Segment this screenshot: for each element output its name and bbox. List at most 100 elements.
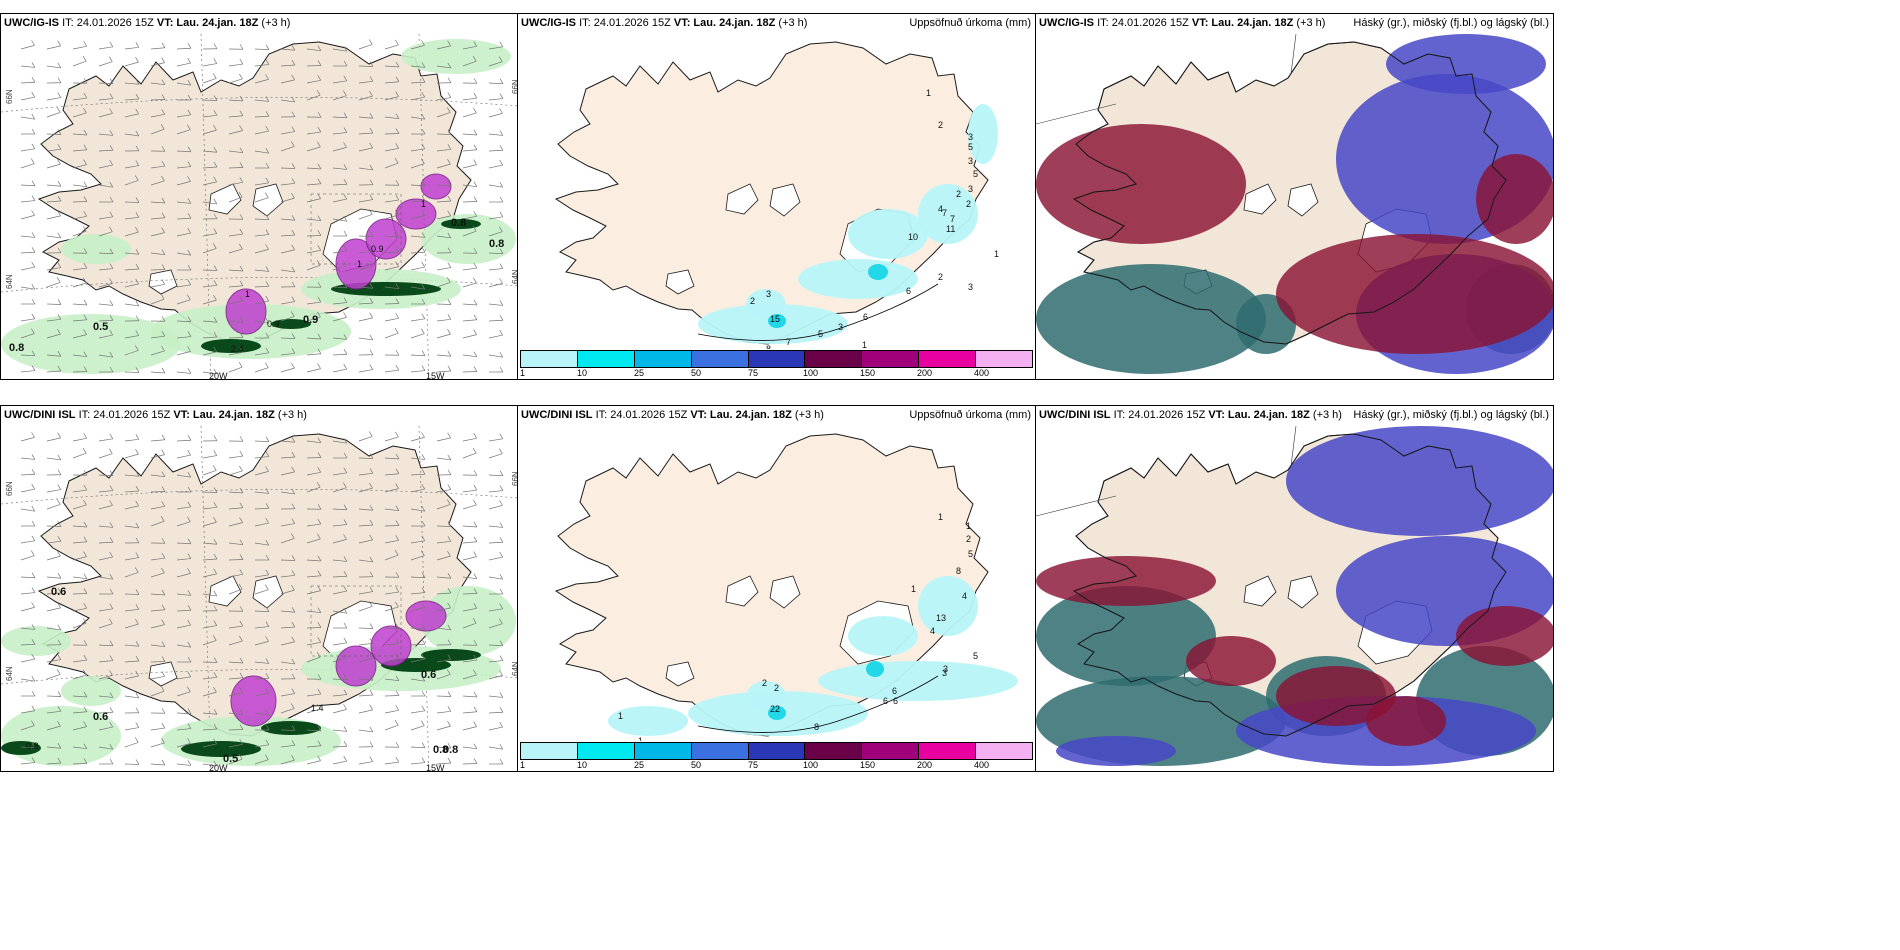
wind-barb	[384, 508, 399, 512]
wind-barb	[202, 336, 217, 339]
wind-barb	[202, 691, 217, 697]
wind-barb	[20, 437, 35, 442]
wind-map	[1, 406, 517, 771]
wind-barb	[46, 746, 61, 749]
wind-barb	[254, 677, 269, 680]
wind-barb	[410, 148, 425, 152]
wind-barb-feather	[499, 366, 504, 373]
wind-barb	[280, 759, 295, 765]
wind-barb	[358, 657, 373, 663]
wind-barb	[98, 283, 113, 288]
wind-barb-feather	[109, 640, 114, 646]
wind-barb-feather	[213, 368, 218, 375]
wind-barb-feather	[109, 226, 113, 232]
precip-light-green	[401, 39, 511, 74]
wind-barb	[124, 98, 139, 101]
wind-barb	[332, 353, 347, 356]
wind-barb-feather	[499, 500, 503, 506]
wind-barb-feather	[109, 211, 114, 217]
wind-barb-feather	[473, 92, 478, 99]
wind-barb	[462, 45, 477, 50]
cloud-high	[1276, 234, 1553, 354]
wind-barb	[20, 148, 35, 152]
wind-barb-feather	[187, 198, 192, 204]
wind-value: 1.4	[311, 703, 324, 713]
wind-barb	[72, 746, 87, 750]
wind-barb-feather	[83, 78, 88, 84]
wind-barb-feather	[343, 534, 347, 540]
wind-barb	[436, 674, 451, 680]
wind-barb	[20, 762, 35, 765]
wind-barb-feather	[369, 571, 374, 577]
wind-barb-feather	[421, 77, 426, 83]
wind-barb-feather	[134, 737, 139, 743]
wind-barb-feather	[161, 227, 165, 233]
precip-dark-green	[261, 721, 321, 735]
wind-barb	[280, 367, 295, 373]
wind-barb-feather	[343, 741, 348, 747]
wind-barb-feather	[473, 366, 478, 372]
wind-barb-feather	[31, 653, 35, 660]
lat-label: 66N	[5, 481, 14, 496]
wind-barb-feather	[265, 177, 270, 183]
wind-barb-feather	[213, 502, 218, 508]
wind-barb	[228, 115, 243, 118]
wind-barb	[488, 474, 503, 477]
wind-barb	[410, 555, 425, 561]
wind-barb	[384, 81, 399, 84]
wind-barb	[98, 303, 113, 306]
wind-barb	[202, 233, 217, 237]
wind-barb	[98, 608, 113, 612]
wind-barb	[306, 440, 321, 444]
wind-barb	[306, 94, 321, 101]
wind-barb-feather	[31, 506, 36, 512]
wind-barb-feather	[31, 328, 35, 334]
wind-barb-feather	[369, 179, 374, 185]
wind-barb-feather	[265, 162, 270, 169]
wind-barb-feather	[31, 128, 36, 135]
lon-label: 20W	[209, 763, 228, 772]
wind-barb	[436, 163, 451, 169]
wind-barb-feather	[447, 262, 452, 268]
wind-barb	[410, 65, 425, 68]
wind-barb	[410, 607, 425, 612]
wind-barb-feather	[161, 471, 166, 477]
wind-barb-feather	[473, 573, 478, 579]
glacier	[769, 183, 801, 217]
wind-barb-feather	[161, 552, 166, 559]
wind-barb-feather	[213, 213, 218, 219]
wind-barb	[358, 436, 373, 442]
wind-barb	[124, 474, 139, 477]
wind-value: 1	[245, 289, 251, 299]
wind-barb	[176, 114, 191, 118]
wind-barb	[202, 129, 217, 135]
wind-barb	[124, 133, 139, 137]
wind-barb-feather	[31, 180, 36, 186]
wind-barb-feather	[238, 192, 243, 198]
wind-barb	[72, 607, 87, 612]
wind-barb-feather	[395, 638, 400, 644]
wind-barb-feather	[473, 262, 478, 269]
wind-barb	[410, 710, 425, 714]
wind-barb	[436, 555, 451, 561]
wind-barb	[20, 65, 35, 68]
wind-barb	[410, 200, 425, 203]
wind-barb-feather	[369, 312, 373, 319]
wind-barb	[332, 729, 347, 732]
precip-light	[746, 289, 786, 319]
wind-barb-feather	[499, 300, 504, 306]
wind-barb	[436, 576, 451, 579]
wind-barb-feather	[317, 688, 322, 695]
wind-barb	[410, 488, 425, 493]
wind-barb-feather	[31, 572, 36, 578]
precip-value: 2	[966, 199, 972, 209]
wind-barb	[306, 610, 321, 614]
wind-barb-feather	[421, 195, 426, 201]
wind-barb	[46, 555, 61, 561]
wind-barb-feather	[421, 720, 425, 726]
wind-barb-feather	[239, 517, 243, 523]
wind-barb-feather	[395, 364, 400, 371]
wind-barb-feather	[369, 334, 374, 341]
wind-barb	[436, 267, 451, 271]
wind-barb-feather	[421, 128, 426, 135]
